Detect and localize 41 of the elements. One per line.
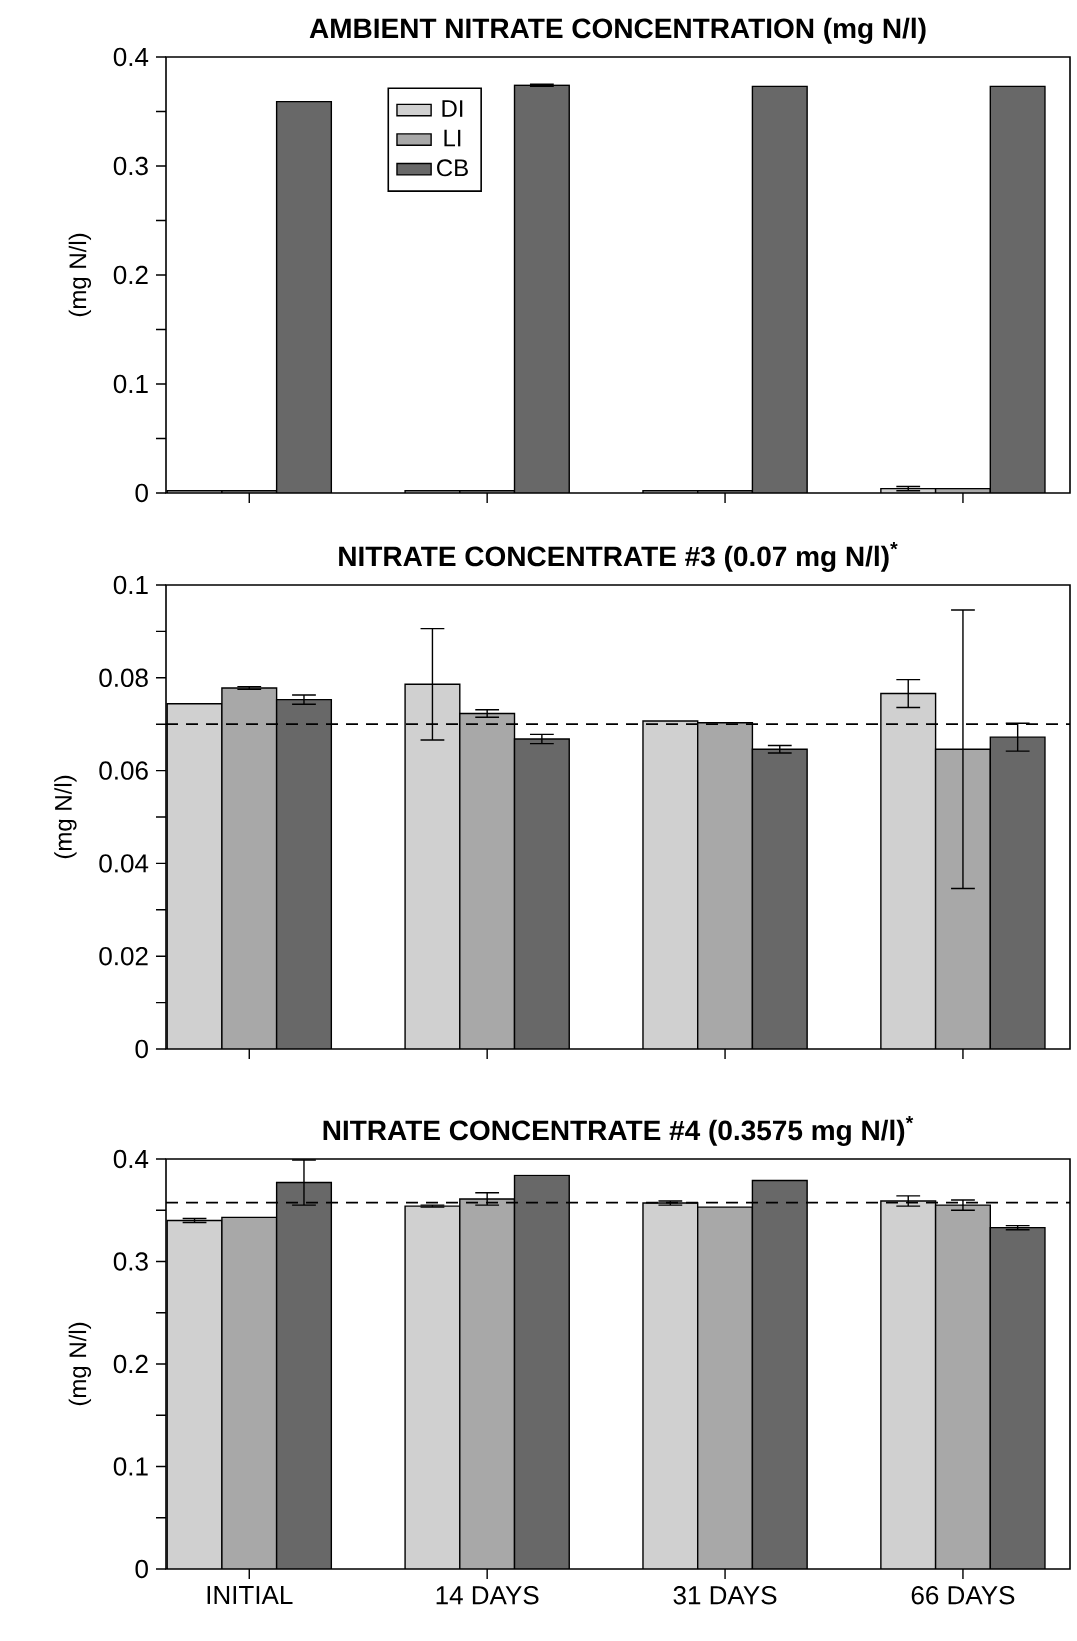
bar xyxy=(404,1205,461,1569)
y-axis-title: (mg N/l) xyxy=(68,233,92,317)
legend-label: CB xyxy=(437,159,468,177)
y-tick-label: 0.06 xyxy=(99,761,148,780)
x-tick-label: 66 DAYS xyxy=(911,1586,1015,1605)
legend-label: LI xyxy=(444,129,461,147)
y-tick-label: 0 xyxy=(135,483,148,503)
bar xyxy=(221,1216,278,1569)
bar xyxy=(459,1198,516,1569)
x-tick-label: 31 DAYS xyxy=(673,1586,777,1605)
y-axis-title: (mg N/l) xyxy=(54,775,77,859)
bar xyxy=(404,683,461,1049)
y-tick-label: 0.3 xyxy=(113,156,148,176)
chart-title: NITRATE CONCENTRATE #4 (0.3575 mg N/l)$^{*}$ xyxy=(323,1116,914,1146)
y-tick-label: 0.2 xyxy=(113,265,148,285)
bar xyxy=(166,1219,223,1569)
y-tick-label: 0 xyxy=(135,1039,148,1059)
x-tick-label: 14 DAYS xyxy=(436,1586,539,1605)
bar xyxy=(642,720,699,1049)
bar xyxy=(642,1202,699,1569)
bar xyxy=(934,1204,992,1569)
bar xyxy=(880,692,937,1049)
legend-label: DI xyxy=(442,100,463,117)
y-tick-label: 0.4 xyxy=(113,1149,149,1169)
y-tick-label: 0 xyxy=(135,1559,148,1579)
y-tick-label: 0.02 xyxy=(99,946,148,966)
x-tick-label: INITIAL xyxy=(207,1586,293,1604)
bar xyxy=(880,1200,937,1569)
y-tick-label: 0.3 xyxy=(113,1252,148,1271)
chart-title: NITRATE CONCENTRATE #3 (0.07 mg N/l)$^{*}$ xyxy=(339,542,898,572)
y-tick-label: 0.1 xyxy=(113,1457,148,1476)
y-tick-label: 0.1 xyxy=(113,374,148,394)
bar xyxy=(697,1206,754,1569)
y-tick-label: 0.08 xyxy=(99,668,148,687)
y-axis-title: (mg N/l) xyxy=(68,1322,92,1406)
bar xyxy=(166,703,223,1049)
y-tick-label: 0.04 xyxy=(99,854,149,873)
y-tick-label: 0.4 xyxy=(113,47,149,67)
chart-title: AMBIENT NITRATE CONCENTRATION (mg N/l) xyxy=(309,17,926,44)
y-tick-label: 0.1 xyxy=(113,575,148,595)
y-tick-label: 0.2 xyxy=(113,1354,148,1374)
